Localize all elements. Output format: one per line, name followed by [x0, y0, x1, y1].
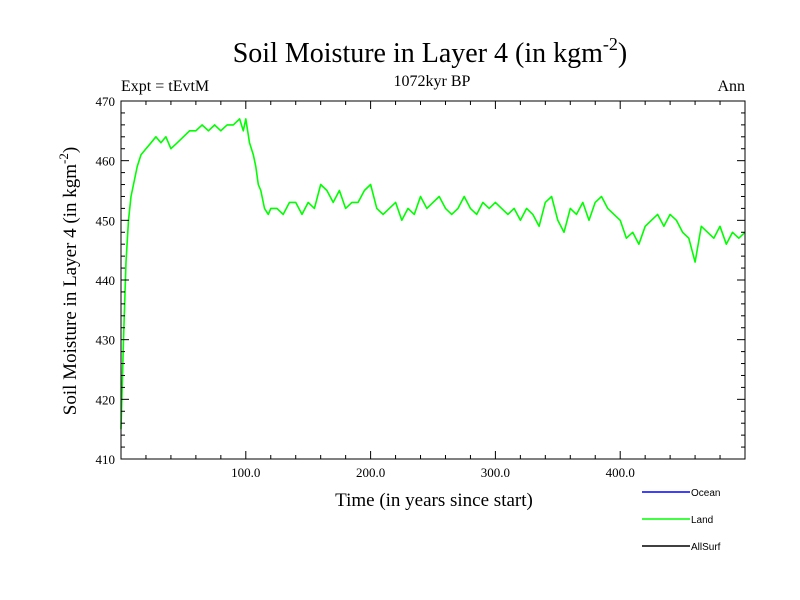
x-tick-label: 400.0 — [606, 465, 635, 480]
y-tick-label: 470 — [96, 94, 116, 109]
legend-entry-allsurf: AllSurf — [642, 542, 721, 553]
plot-area — [120, 118, 746, 430]
plot-frame — [120, 100, 746, 460]
x-axis-label: Time (in years since start) — [335, 490, 533, 511]
axes: 100.0 200.0 300.0 400.0 410 420 430 440 450 460 47… — [96, 94, 746, 480]
legend-label-ocean: Ocean — [691, 488, 720, 499]
legend: Ocean Land AllSurf — [642, 488, 721, 553]
legend-entry-land: Land — [642, 515, 713, 526]
y-axis-label: Soil Moisture in Layer 4 (in kgm-2) — [56, 147, 81, 415]
x-tick-label: 300.0 — [481, 465, 510, 480]
y-tick-label: 460 — [96, 154, 116, 169]
subtitle-center: 1072kyr BP — [394, 73, 471, 90]
subtitle-left: Expt = tEvtM — [121, 78, 209, 95]
legend-label-allsurf: AllSurf — [691, 542, 721, 553]
legend-label-land: Land — [691, 515, 713, 526]
y-tick-label: 450 — [96, 213, 116, 228]
subtitle-right: Ann — [717, 78, 745, 95]
y-tick-label: 430 — [96, 333, 116, 348]
y-tick-label: 410 — [96, 452, 116, 467]
x-tick-label: 200.0 — [356, 465, 385, 480]
y-tick-label: 440 — [96, 273, 116, 288]
chart-title: Soil Moisture in Layer 4 (in kgm-2) — [233, 34, 628, 69]
x-tick-label: 100.0 — [231, 465, 260, 480]
series-line-land — [120, 118, 746, 430]
y-tick-label: 420 — [96, 392, 116, 407]
legend-entry-ocean: Ocean — [642, 488, 720, 499]
